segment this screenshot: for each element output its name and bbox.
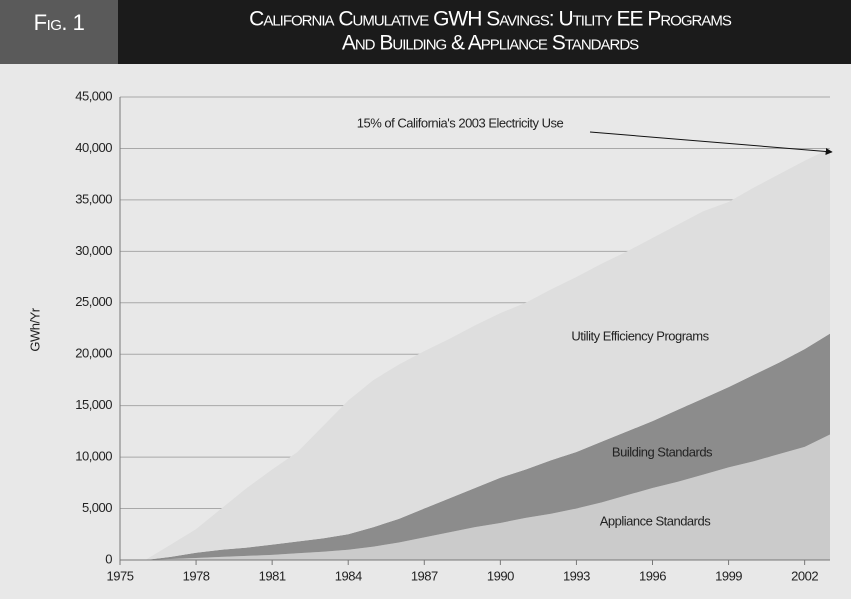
y-tick-label: 20,000 [75, 346, 112, 361]
header-band [0, 0, 851, 64]
x-tick-label: 1993 [563, 568, 590, 583]
x-tick-label: 1999 [715, 568, 742, 583]
annotation-arrow [589, 131, 833, 155]
y-tick-label: 5,000 [82, 500, 112, 515]
x-tick-label: 1978 [183, 568, 210, 583]
series-label: Building Standards [612, 444, 713, 459]
y-tick-label: 30,000 [75, 243, 112, 258]
x-tick-label: 1987 [411, 568, 438, 583]
area [120, 333, 830, 560]
x-tick-label: 2002 [791, 568, 818, 583]
y-tick-label: 40,000 [75, 140, 112, 155]
y-tick-label: 35,000 [75, 191, 112, 206]
x-tick-label: 1990 [487, 568, 514, 583]
area [120, 148, 830, 560]
series-label: Appliance Standards [600, 513, 711, 528]
y-tick-label: 15,000 [75, 397, 112, 412]
area [120, 434, 830, 560]
series-label: Utility Efficiency Programs [571, 328, 709, 343]
y-axis-label: GWh/Yr [27, 307, 42, 351]
x-tick-label: 1984 [335, 568, 362, 583]
x-tick-label: 1981 [259, 568, 286, 583]
chart-title: And Building & Appliance Standards [342, 32, 639, 55]
chart-title: California Cumulative GWH Savings: Utili… [249, 8, 732, 31]
annotation: 15% of California's 2003 Electricity Use [357, 115, 564, 130]
y-tick-label: 10,000 [75, 449, 112, 464]
y-tick-label: 45,000 [75, 88, 112, 103]
y-tick-label: 25,000 [75, 294, 112, 309]
fig-box [0, 0, 118, 64]
y-tick-label: 0 [105, 551, 112, 566]
x-tick-label: 1975 [107, 568, 134, 583]
x-tick-label: 1996 [639, 568, 666, 583]
fig-label: Fig. 1 [34, 10, 85, 35]
